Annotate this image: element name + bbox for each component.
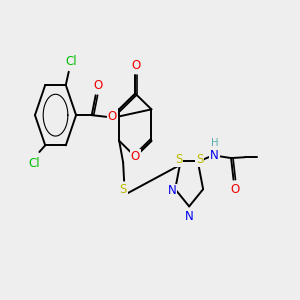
Text: O: O xyxy=(131,150,140,163)
Text: O: O xyxy=(132,59,141,72)
Text: O: O xyxy=(230,183,240,196)
Text: O: O xyxy=(108,110,117,123)
Text: S: S xyxy=(196,153,203,166)
Text: O: O xyxy=(93,79,102,92)
Text: N: N xyxy=(168,184,177,197)
Text: S: S xyxy=(119,183,127,196)
Text: H: H xyxy=(211,138,219,148)
Text: N: N xyxy=(210,149,219,162)
Text: N: N xyxy=(185,210,194,223)
Text: Cl: Cl xyxy=(65,55,76,68)
Text: Cl: Cl xyxy=(28,157,40,170)
Text: S: S xyxy=(175,153,182,166)
